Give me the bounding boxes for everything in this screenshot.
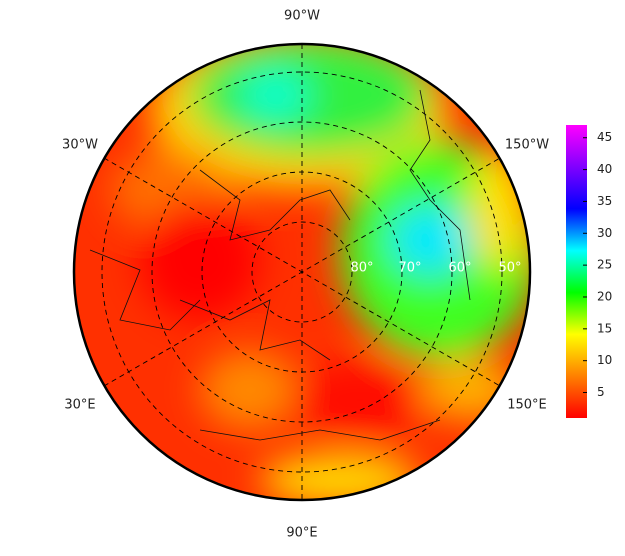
colorbar [566, 125, 587, 418]
map-border [72, 42, 532, 502]
colorbar-tick-label: 35 [597, 194, 612, 208]
colorbar-tick-label: 45 [597, 130, 612, 144]
lon-label: 150°W [505, 138, 549, 153]
colorbar-tick-label: 20 [597, 289, 612, 303]
lat-label: 80° [350, 261, 373, 276]
colorbar-tick-label: 30 [597, 226, 612, 240]
colorbar-tick-label: 25 [597, 258, 612, 272]
colorbar-tick-label: 15 [597, 321, 612, 335]
lon-label: 150°E [507, 398, 547, 413]
graticule [101, 44, 503, 500]
lon-label: 90°E [286, 526, 317, 541]
colorbar-tick-label: 10 [597, 353, 612, 367]
lat-label: 60° [448, 261, 471, 276]
lon-label: 90°W [284, 9, 320, 24]
lon-label: 30°W [62, 138, 98, 153]
lat-label: 70° [398, 261, 421, 276]
lat-label: 50° [498, 261, 521, 276]
colorbar-tick-label: 5 [597, 385, 605, 399]
lon-label: 30°E [64, 398, 95, 413]
colorbar-tick-label: 40 [597, 162, 612, 176]
